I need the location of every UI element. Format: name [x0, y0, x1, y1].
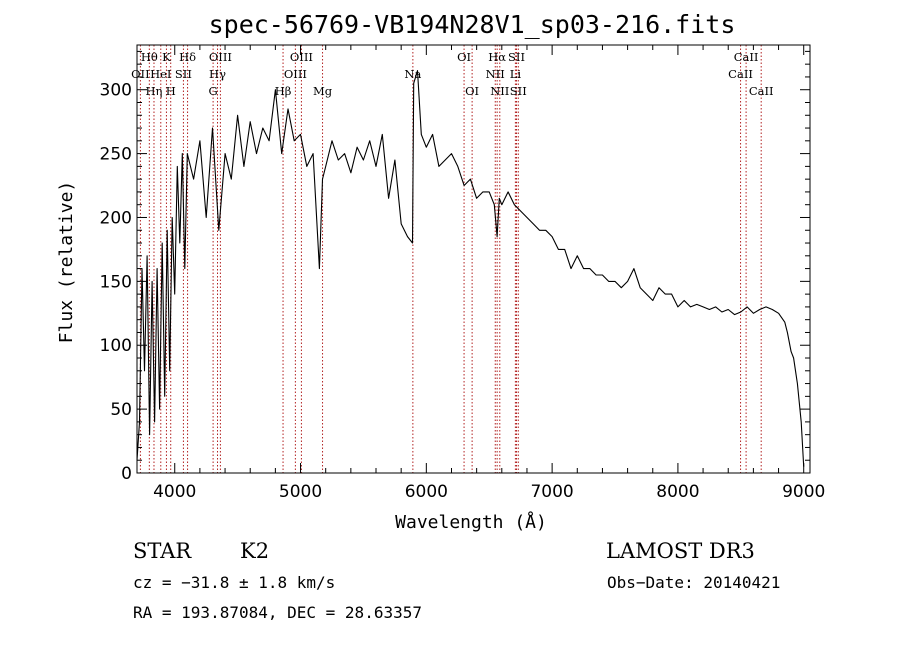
object-subclass: K2 [240, 539, 270, 563]
y-tick-label-5: 250 [100, 145, 132, 165]
line-label-6: Hδ [179, 50, 196, 64]
y-tick-label-2: 100 [100, 336, 132, 356]
observation-date: Obs−Date: 20140421 [607, 573, 781, 592]
line-label-11: OIII [290, 50, 313, 64]
line-label-22: NII [490, 84, 509, 98]
x-tick-label-5: 9000 [782, 482, 825, 502]
line-label-18: Hα [488, 50, 506, 64]
line-label-9: Hγ [209, 67, 226, 81]
plot-frame [136, 44, 811, 474]
line-label-12: OIII [284, 67, 307, 81]
x-tick-label-2: 6000 [405, 482, 448, 502]
x-tick-label-0: 4000 [153, 482, 196, 502]
line-label-4: HeI [150, 67, 171, 81]
line-label-24: CaII [734, 50, 759, 64]
chart-title: spec-56769-VB194N28V1_sp03-216.fits [209, 10, 736, 39]
y-tick-label-1: 50 [110, 400, 132, 420]
line-label-15: Na [404, 67, 421, 81]
survey-name: LAMOST DR3 [606, 539, 755, 563]
line-label-1: OII [131, 67, 150, 81]
line-label-13: Hβ [275, 84, 292, 98]
y-tick-label-3: 150 [100, 272, 132, 292]
line-label-8: OIII [209, 50, 232, 64]
x-tick-label-4: 8000 [656, 482, 699, 502]
spectrum-series [136, 70, 805, 467]
line-label-2: Hη [146, 84, 163, 98]
x-tick-label-1: 5000 [279, 482, 322, 502]
line-label-25: CaII [728, 67, 753, 81]
line-label-14: Mg [313, 84, 333, 98]
line-label-5: H [166, 84, 176, 98]
object-class: STAR [133, 539, 192, 563]
axes: 4000 5000 6000 7000 8000 9000 0 50 100 150 200 250 3… [100, 45, 825, 502]
line-label-10: G [209, 84, 218, 98]
y-tick-label-0: 0 [121, 464, 132, 484]
line-label-7: SII [175, 67, 192, 81]
x-tick-label-3: 7000 [530, 482, 573, 502]
line-label-19: SII [508, 50, 525, 64]
line-label-3: K [162, 50, 171, 64]
emission-line-markers [139, 45, 762, 473]
emission-line-labels: Hθ OII Hη K HeI H Hδ SII OIII Hγ G OIII OIII Hβ Mg Na OI… [131, 50, 773, 98]
x-axis-label: Wavelength (Å) [395, 511, 547, 533]
redshift-velocity: cz = −31.8 ± 1.8 km/s [133, 573, 336, 592]
spectrum-line [136, 70, 805, 467]
line-label-0: Hθ [141, 50, 158, 64]
line-label-16: OI [457, 50, 471, 64]
line-label-23: SII [510, 84, 527, 98]
y-tick-label-4: 200 [100, 208, 132, 228]
sky-coordinates: RA = 193.87084, DEC = 28.63357 [133, 603, 422, 622]
y-axis-label: Flux (relative) [56, 181, 77, 344]
y-tick-label-6: 300 [100, 81, 132, 101]
line-label-17: OI [465, 84, 479, 98]
line-label-20: NII [486, 67, 505, 81]
line-label-26: CaII [749, 84, 774, 98]
line-label-21: Li [510, 67, 522, 81]
